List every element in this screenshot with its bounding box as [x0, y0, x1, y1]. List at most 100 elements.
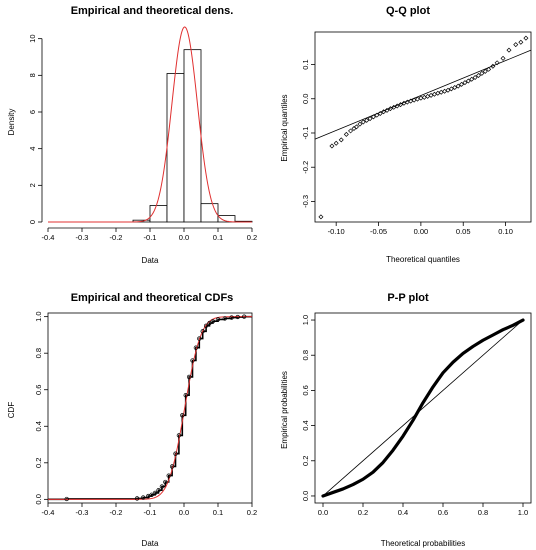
cdf-point — [159, 484, 165, 489]
qq-point — [486, 66, 492, 72]
qq-point — [364, 117, 370, 123]
pp-y-tick-label: 0.6 — [301, 385, 310, 395]
density-y-tick-label: 6 — [28, 110, 37, 114]
pp-y-tick-label: 0.0 — [301, 491, 310, 501]
qq-point — [445, 87, 451, 93]
qq-point — [500, 55, 506, 61]
cdf-x-tick-label: 0.2 — [247, 508, 257, 517]
qq-point — [469, 76, 475, 82]
qq-point — [459, 81, 465, 87]
cdf-y-tick-label: 0.2 — [34, 458, 43, 468]
cdf-y-tick-label: 0.0 — [34, 494, 43, 504]
qq-point — [455, 83, 461, 89]
qq-point — [360, 119, 366, 125]
qq-point — [374, 112, 380, 118]
density-histogram-bar — [200, 203, 219, 223]
pp-ylabel: Empirical probabilities — [280, 371, 289, 449]
qq-point — [506, 47, 512, 53]
cdf-ylabel: CDF — [7, 402, 16, 419]
qq-point — [452, 84, 458, 90]
qq-point — [494, 60, 500, 66]
qq-point — [329, 143, 335, 149]
cdf-point — [149, 492, 154, 497]
qq-y-tick-label: -0.2 — [301, 161, 310, 174]
qq-point — [318, 214, 324, 220]
cdf-y-tick-label: 1.0 — [34, 311, 43, 321]
density-x-tick-label: -0.3 — [76, 233, 89, 242]
qq-point — [391, 104, 397, 110]
cdf-y-tick-label: 0.4 — [34, 421, 43, 431]
cdf-theoretical-curve — [48, 316, 252, 500]
qq-point — [338, 137, 344, 143]
qq-point — [387, 106, 393, 112]
cdf-point — [229, 315, 234, 320]
cdf-point — [163, 479, 168, 485]
qq-panel: Q-Q plot Theoretical quantiles Empirical… — [280, 5, 532, 264]
density-x-tick-label: -0.1 — [144, 233, 157, 242]
cdf-y-tick-label: 0.6 — [34, 385, 43, 395]
cdf-point — [190, 358, 195, 363]
density-title: Empirical and theoretical dens. — [71, 5, 234, 17]
qq-reference-line — [314, 49, 532, 140]
density-xlabel: Data — [142, 256, 159, 265]
density-theoretical-curve — [48, 26, 252, 223]
cdf-point — [180, 413, 185, 418]
qq-x-tick-label: -0.05 — [370, 227, 387, 236]
pp-reference-line — [322, 319, 524, 497]
pp-x-tick-label: 0.4 — [398, 508, 408, 517]
qq-point — [351, 126, 357, 132]
qq-point — [472, 75, 478, 81]
cdf-point — [156, 488, 161, 493]
cdf-point — [173, 451, 178, 456]
cdf-point — [210, 319, 216, 324]
cdf-point — [193, 345, 199, 350]
pp-title: P-P plot — [387, 292, 429, 304]
qq-point — [333, 140, 339, 146]
cdf-empirical-line — [48, 315, 252, 501]
density-panel: Empirical and theoretical dens. Data Den… — [7, 5, 257, 265]
qq-point — [482, 68, 488, 74]
density-y-tick-label: 0 — [28, 220, 37, 224]
density-histogram-bar — [217, 215, 236, 223]
cdf-point — [207, 320, 212, 326]
cdf-x-tick-label: -0.4 — [42, 508, 55, 517]
density-ylabel: Density — [7, 109, 16, 136]
cdf-point — [183, 393, 188, 398]
qq-point — [518, 39, 524, 45]
pp-x-tick-label: 0.0 — [318, 508, 328, 517]
cdf-point — [197, 336, 202, 341]
qq-y-tick-label: 0.0 — [301, 94, 310, 104]
cdf-point — [141, 495, 146, 500]
qq-x-tick-label: 0.10 — [498, 227, 513, 236]
pp-x-tick-label: 1.0 — [518, 508, 528, 517]
cdf-point — [152, 490, 158, 496]
qq-ylabel: Empirical quantiles — [280, 94, 289, 161]
pp-x-tick-label: 0.2 — [358, 508, 368, 517]
qq-y-tick-label: -0.1 — [301, 127, 310, 140]
cdf-x-tick-label: 0.0 — [179, 508, 189, 517]
qq-point — [343, 131, 349, 137]
qq-x-tick-label: -0.10 — [328, 227, 345, 236]
cdf-point — [235, 314, 240, 320]
cdf-plot-frame — [47, 312, 253, 504]
cdf-x-tick-label: -0.1 — [144, 508, 157, 517]
qq-point — [513, 42, 519, 48]
qq-y-tick-label: 0.1 — [301, 59, 310, 69]
cdf-point — [166, 473, 171, 478]
density-histogram-bar — [183, 49, 202, 223]
cdf-x-tick-label: -0.2 — [110, 508, 123, 517]
qq-point — [348, 128, 354, 134]
qq-point — [394, 103, 400, 109]
density-x-tick-label: -0.4 — [42, 233, 55, 242]
cdf-x-tick-label: -0.3 — [76, 508, 89, 517]
density-y-tick-label: 4 — [28, 147, 37, 151]
cdf-point — [134, 496, 140, 501]
cdf-x-tick-label: 0.1 — [213, 508, 223, 517]
cdf-y-tick-label: 0.8 — [34, 348, 43, 358]
pp-y-tick-label: 0.4 — [301, 420, 310, 430]
density-y-tick-label: 8 — [28, 73, 37, 77]
density-x-tick-label: 0.0 — [179, 233, 189, 242]
qq-y-tick-label: -0.3 — [301, 195, 310, 208]
qq-point — [465, 78, 471, 84]
